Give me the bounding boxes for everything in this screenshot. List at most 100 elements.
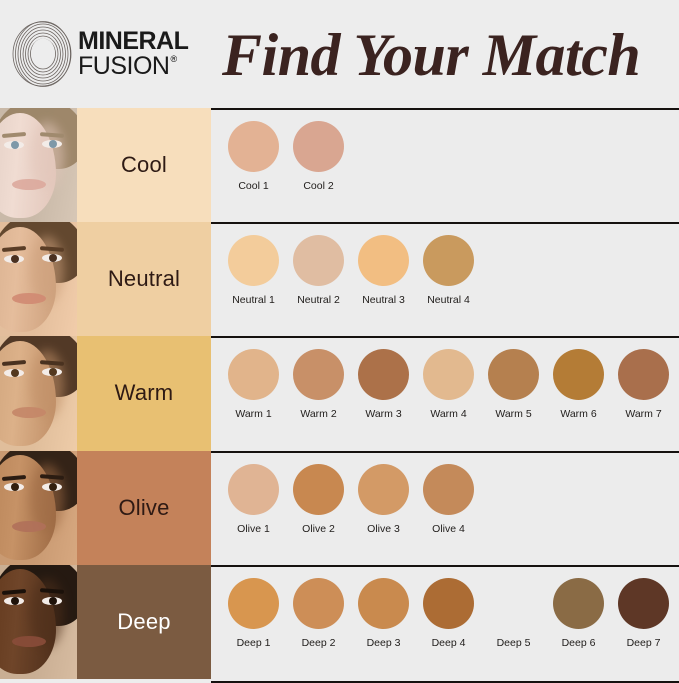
swatch-panel-warm: Warm 1 Warm 2 Warm 3 Warm 4 Warm 5 Warm 6 Warm… xyxy=(211,336,679,453)
swatch-color-dot[interactable] xyxy=(228,121,279,172)
swatch[interactable]: Cool 1 xyxy=(221,121,286,192)
swatch-color-dot[interactable] xyxy=(293,463,344,515)
swatch-label: Deep 1 xyxy=(236,636,271,649)
swatch[interactable]: Warm 4 xyxy=(416,349,481,420)
swatch-label: Cool 1 xyxy=(238,180,269,192)
swatch-label: Warm 1 xyxy=(235,408,272,421)
swatch-label: Warm 4 xyxy=(430,408,467,421)
swatch[interactable]: Olive 3 xyxy=(351,463,416,535)
swatch-panel-cool: Cool 1 Cool 2 xyxy=(211,108,679,225)
swatch-color-dot[interactable] xyxy=(618,577,669,629)
swatch[interactable]: Warm 6 xyxy=(546,349,611,420)
swatch[interactable]: Warm 7 xyxy=(611,349,676,420)
swatch-label: Olive 4 xyxy=(432,522,465,535)
swatch-color-dot[interactable] xyxy=(358,463,409,515)
swatch-color-dot[interactable] xyxy=(423,463,474,515)
swatch-panel-deep: Deep 1 Deep 2 Deep 3 Deep 4 Deep 5 Deep 6 Deep… xyxy=(211,564,679,683)
model-photo xyxy=(0,336,77,451)
brand-logo: MINERAL FUSION® xyxy=(12,20,210,88)
shade-row: Warm Warm 1 Warm 2 Warm 3 Warm 4 Warm 5 Warm 6… xyxy=(0,336,679,453)
swatch-color-dot[interactable] xyxy=(488,578,539,629)
header: MINERAL FUSION® Find Your Match xyxy=(0,0,679,108)
swatch-color-dot[interactable] xyxy=(293,577,344,629)
swatch[interactable]: Deep 6 xyxy=(546,577,611,649)
swatch-color-dot[interactable] xyxy=(228,349,279,401)
swatch-color-dot[interactable] xyxy=(228,577,279,629)
shade-family-name: Neutral xyxy=(107,266,181,292)
swatch[interactable]: Neutral 3 xyxy=(351,235,416,306)
shade-family-label-olive: Olive xyxy=(77,450,211,565)
brand-line-fusion: FUSION xyxy=(78,52,170,80)
concentric-rings-logo-icon xyxy=(12,21,74,87)
swatch[interactable]: Neutral 4 xyxy=(416,235,481,306)
swatch-label: Olive 3 xyxy=(367,522,400,535)
swatch-label: Neutral 3 xyxy=(362,294,405,307)
shade-family-label-warm: Warm xyxy=(77,336,211,451)
swatch[interactable]: Deep 4 xyxy=(416,577,481,649)
shade-row: Deep Deep 1 Deep 2 Deep 3 Deep 4 Deep 5 Deep 6… xyxy=(0,564,679,683)
swatch[interactable]: Neutral 2 xyxy=(286,235,351,306)
swatch[interactable]: Warm 3 xyxy=(351,349,416,420)
swatch-color-dot[interactable] xyxy=(618,349,669,401)
shade-row: Neutral Neutral 1 Neutral 2 Neutral 3 Neutra… xyxy=(0,222,679,339)
page-title: Find Your Match xyxy=(222,21,641,88)
swatch-color-dot[interactable] xyxy=(358,349,409,401)
swatch-panel-olive: Olive 1 Olive 2 Olive 3 Olive 4 xyxy=(211,450,679,567)
swatch-label: Warm 7 xyxy=(625,408,662,421)
swatch-color-dot[interactable] xyxy=(293,235,344,287)
model-photo xyxy=(0,450,77,565)
shade-family-label-neutral: Neutral xyxy=(77,222,211,337)
swatch[interactable]: Neutral 1 xyxy=(221,235,286,306)
swatch-label: Deep 3 xyxy=(366,636,401,649)
swatch[interactable]: Olive 1 xyxy=(221,463,286,535)
swatch[interactable]: Deep 1 xyxy=(221,577,286,649)
swatch-color-dot[interactable] xyxy=(423,235,474,287)
swatch[interactable]: Warm 1 xyxy=(221,349,286,420)
swatch[interactable]: Olive 2 xyxy=(286,463,351,535)
swatch-list: Cool 1 Cool 2 xyxy=(211,110,351,192)
swatch[interactable]: Deep 7 xyxy=(611,577,676,649)
swatch-color-dot[interactable] xyxy=(423,349,474,401)
swatch-label: Warm 6 xyxy=(560,408,597,421)
shade-grid: Cool Cool 1 Cool 2 Neutral Neutral 1 Neutral … xyxy=(0,108,679,683)
shade-family-label-cool: Cool xyxy=(77,108,211,223)
swatch-color-dot[interactable] xyxy=(228,235,279,287)
swatch-label: Deep 5 xyxy=(496,636,531,649)
swatch[interactable]: Deep 5 xyxy=(481,578,546,649)
swatch[interactable]: Warm 5 xyxy=(481,349,546,420)
swatch-list: Neutral 1 Neutral 2 Neutral 3 Neutral 4 xyxy=(211,224,481,306)
swatch-color-dot[interactable] xyxy=(293,349,344,401)
brand-wordmark: MINERAL FUSION® xyxy=(78,29,189,80)
swatch-color-dot[interactable] xyxy=(553,577,604,629)
shade-family-name: Deep xyxy=(117,608,171,634)
swatch-list: Olive 1 Olive 2 Olive 3 Olive 4 xyxy=(211,453,481,535)
shade-family-name: Olive xyxy=(118,494,170,520)
swatch-color-dot[interactable] xyxy=(488,349,539,401)
swatch[interactable]: Deep 2 xyxy=(286,577,351,649)
swatch-label: Deep 7 xyxy=(626,636,661,649)
swatch-label: Olive 1 xyxy=(237,522,270,535)
swatch-label: Deep 2 xyxy=(301,636,336,649)
swatch-color-dot[interactable] xyxy=(228,463,279,515)
swatch-color-dot[interactable] xyxy=(293,121,344,172)
swatch-color-dot[interactable] xyxy=(553,349,604,401)
swatch-color-dot[interactable] xyxy=(358,235,409,287)
swatch[interactable]: Warm 2 xyxy=(286,349,351,420)
shade-row: Olive Olive 1 Olive 2 Olive 3 Olive 4 xyxy=(0,450,679,567)
shade-family-name: Cool xyxy=(120,152,168,178)
swatch-color-dot[interactable] xyxy=(358,577,409,629)
swatch-color-dot[interactable] xyxy=(423,577,474,629)
swatch[interactable]: Olive 4 xyxy=(416,463,481,535)
swatch-panel-neutral: Neutral 1 Neutral 2 Neutral 3 Neutral 4 xyxy=(211,222,679,339)
swatch[interactable]: Deep 3 xyxy=(351,577,416,649)
shade-family-label-deep: Deep xyxy=(77,564,211,679)
model-photo xyxy=(0,222,77,337)
swatch-label: Warm 5 xyxy=(495,408,532,421)
swatch-list: Deep 1 Deep 2 Deep 3 Deep 4 Deep 5 Deep 6 Deep… xyxy=(211,567,676,649)
swatch-label: Neutral 1 xyxy=(232,294,275,307)
swatch[interactable]: Cool 2 xyxy=(286,121,351,192)
registered-trademark-icon: ® xyxy=(170,53,178,64)
swatch-label: Neutral 2 xyxy=(297,294,340,307)
swatch-label: Warm 3 xyxy=(365,408,402,421)
